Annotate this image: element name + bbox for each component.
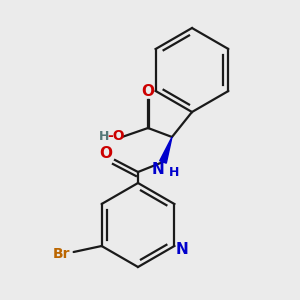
Text: O: O	[100, 146, 112, 160]
Text: N: N	[152, 163, 164, 178]
Polygon shape	[160, 137, 172, 163]
Text: H: H	[169, 166, 179, 178]
Text: Br: Br	[53, 247, 70, 261]
Text: N: N	[176, 242, 189, 256]
Text: -O: -O	[107, 129, 125, 143]
Text: O: O	[142, 83, 154, 98]
Text: H: H	[99, 130, 109, 142]
